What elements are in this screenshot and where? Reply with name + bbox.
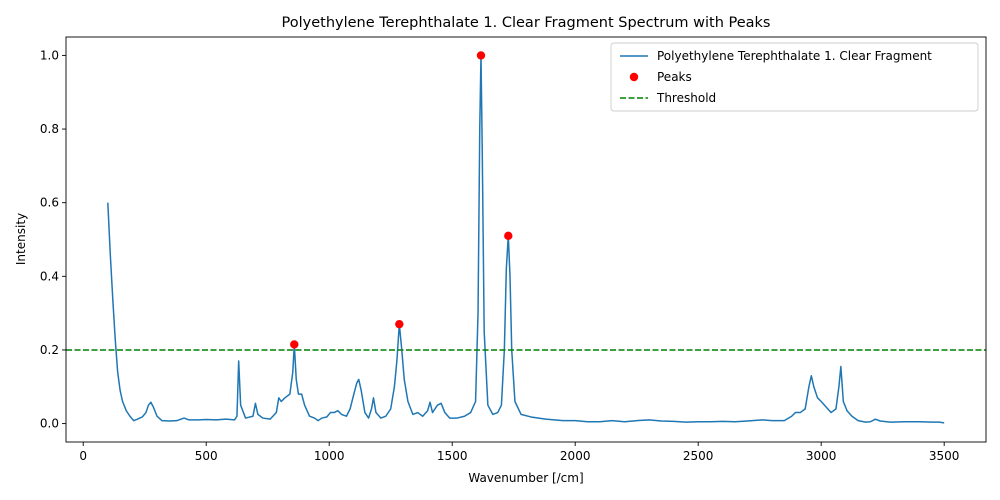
- axes-frame: [65, 36, 987, 443]
- peak-marker: [290, 340, 299, 349]
- plot-area: [66, 51, 986, 424]
- legend-label-peaks: Peaks: [657, 70, 692, 84]
- chart-title: Polyethylene Terephthalate 1. Clear Frag…: [282, 15, 771, 31]
- y-tick-label: 0.4: [40, 269, 59, 283]
- x-tick-label: 1500: [437, 449, 468, 463]
- y-tick-label: 1.0: [40, 48, 59, 62]
- y-tick-label: 0.2: [40, 343, 59, 357]
- peak-marker: [395, 319, 404, 329]
- x-tick-label: 2000: [560, 449, 591, 463]
- x-tick-label: 3500: [929, 449, 960, 463]
- peak-marker: [476, 51, 486, 60]
- spectrum-line: [107, 54, 945, 424]
- x-axis-label: Wavenumber [/cm]: [468, 471, 583, 485]
- x-tick-label: 2500: [683, 449, 714, 463]
- y-axis-label: Intensity: [14, 213, 28, 265]
- y-tick-label: 0.8: [40, 122, 59, 136]
- x-tick-label: 1000: [314, 449, 345, 463]
- x-tick-label: 0: [79, 449, 87, 463]
- x-tick-label: 3000: [806, 449, 837, 463]
- legend-label-threshold: Threshold: [656, 91, 716, 105]
- legend-box: [610, 42, 979, 112]
- y-tick-label: 0.0: [40, 417, 59, 431]
- x-tick-label: 500: [195, 449, 218, 463]
- y-tick-label: 0.6: [40, 196, 59, 210]
- peak-marker: [504, 231, 513, 241]
- legend-label-spectrum: Polyethylene Terephthalate 1. Clear Frag…: [657, 49, 932, 63]
- legend-peaks-swatch: [629, 72, 639, 82]
- axis-ticks: 0 500 1000 1500 2000 2500 3000 3500 0.0 0.2 0.4 0.6…: [40, 48, 960, 463]
- legend: Polyethylene Terephthalate 1. Clear Frag…: [610, 42, 979, 112]
